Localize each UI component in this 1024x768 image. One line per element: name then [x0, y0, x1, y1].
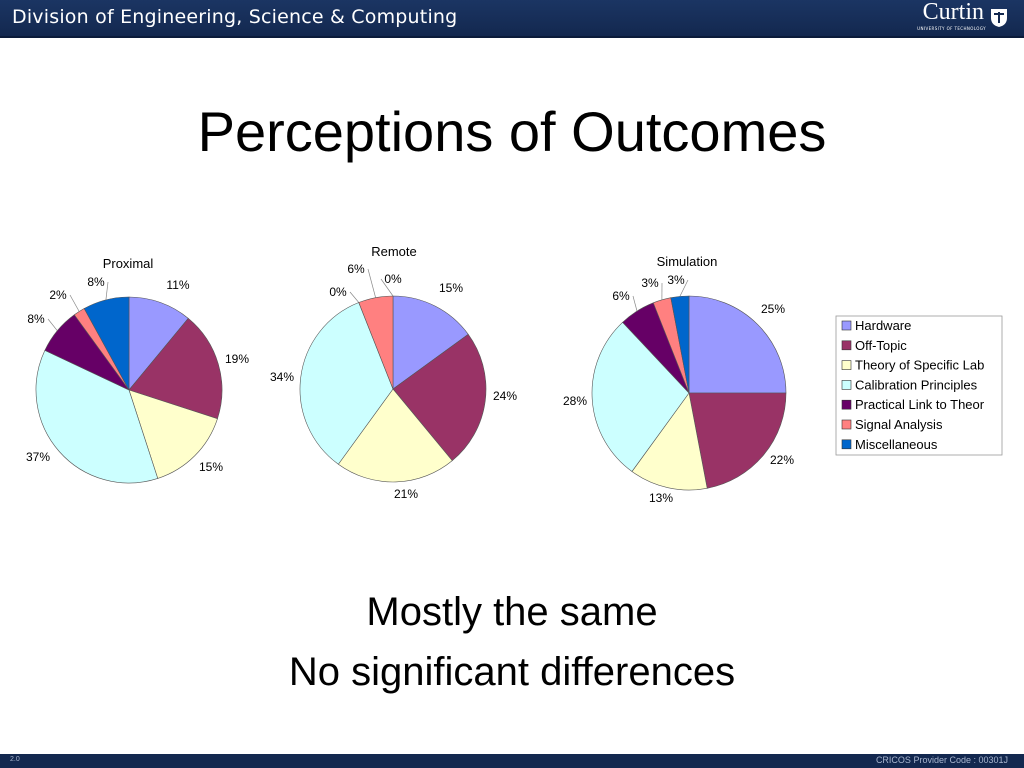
legend-entry: Hardware: [855, 318, 911, 333]
legend-entry: Theory of Specific Lab: [855, 358, 984, 373]
summary-line-2: No significant differences: [288, 650, 736, 694]
leader-line: [367, 268, 376, 298]
pie-label: 8%: [27, 312, 45, 326]
pie-label: 37%: [26, 450, 50, 464]
pie-slice-off-topic: [688, 392, 787, 489]
legend-entry: Practical Link to Theor: [855, 397, 985, 412]
curtin-logo: Curtin UNIVERSITY OF TECHNOLOGY: [890, 0, 1008, 33]
pie-slice-off-topic: [128, 317, 223, 420]
pie-chart-proximal: Proximal 11% 19% 15% 37% 8% 2% 8%: [26, 256, 249, 484]
pie-label: 0%: [384, 272, 402, 286]
legend-entry: Miscellaneous: [855, 437, 938, 452]
leader-line: [105, 281, 109, 300]
pie-slice-miscellaneous: [670, 295, 690, 394]
pie-label: 3%: [641, 276, 659, 290]
pie-label: 6%: [612, 289, 630, 303]
leader-line: [69, 294, 80, 312]
pie-label: 8%: [87, 275, 105, 289]
pie-slice-hardware: [688, 295, 787, 394]
pie-label: 3%: [667, 273, 685, 287]
legend-swatch: [841, 380, 852, 390]
pie-slice-calibration-principles: [591, 321, 690, 472]
legend-entry: Calibration Principles: [855, 377, 978, 392]
pie-label: 21%: [394, 487, 418, 501]
legend-entry: Signal Analysis: [855, 417, 943, 432]
legend-entry: Off-Topic: [855, 338, 907, 353]
legend-swatch: [841, 340, 852, 351]
pie-label: 28%: [563, 394, 587, 408]
division-title: Division of Engineering, Science & Compu…: [12, 6, 458, 28]
footer-version: 2.0: [10, 756, 20, 763]
pie-label: 15%: [439, 281, 463, 295]
footer-bar: 2.0 CRICOS Provider Code : 00301J: [0, 754, 1024, 768]
pie-charts: Proximal 11% 19% 15% 37% 8% 2% 8% Remote 15% 24% 21…: [26, 244, 1003, 505]
summary-line-1: Mostly the same: [366, 590, 658, 634]
pie-slice-theory-of-specific-lab: [128, 389, 218, 479]
pie-label: 11%: [166, 278, 189, 292]
pie-label: 19%: [225, 352, 249, 366]
pie-label: 0%: [329, 285, 347, 299]
logo-subtext: UNIVERSITY OF TECHNOLOGY: [917, 26, 986, 31]
leader-line: [47, 318, 58, 331]
leader-line: [632, 295, 638, 312]
legend-box: [835, 315, 1003, 456]
pie-slice-calibration-principles: [35, 350, 159, 484]
logo-wordmark: Curtin: [922, 0, 984, 25]
footer-cricos: CRICOS Provider Code : 00301J: [875, 755, 1008, 765]
legend-swatch: [841, 439, 852, 450]
pie-slice-theory-of-specific-lab: [337, 388, 453, 483]
pie-label: 2%: [49, 288, 67, 302]
chart-legend: Hardware Off-Topic Theory of Specific Lab C…: [835, 315, 1003, 456]
leader-line: [349, 291, 360, 303]
pie-label: 34%: [270, 370, 294, 384]
legend-swatch: [841, 360, 852, 370]
pie-slice-miscellaneous: [83, 296, 130, 391]
pie-slice-calibration-principles: [299, 302, 394, 465]
pie-title: Remote: [371, 244, 417, 259]
pie-label: 15%: [199, 460, 223, 474]
pie-slice-theory-of-specific-lab: [631, 392, 708, 491]
pie-chart-simulation: Simulation 25% 22% 13% 28% 6% 3% 3% Hardware Off-…: [563, 254, 1003, 505]
pie-label: 24%: [493, 389, 517, 403]
pie-label: 6%: [347, 262, 365, 276]
header-bar: Division of Engineering, Science & Compu…: [0, 0, 1024, 38]
leader-line: [380, 278, 394, 297]
pie-title: Simulation: [657, 254, 718, 269]
pie-slice-hardware: [392, 295, 469, 390]
pie-label: 13%: [649, 491, 673, 505]
pie-slice-off-topic: [392, 333, 487, 462]
pie-label: 22%: [770, 453, 794, 467]
slide-title: Perceptions of Outcomes: [197, 100, 827, 163]
pie-label: 25%: [761, 302, 785, 316]
pie-title: Proximal: [103, 256, 154, 271]
crest-icon: [991, 9, 1007, 27]
legend-swatch: [841, 419, 852, 430]
legend-swatch: [841, 320, 852, 331]
leader-line: [679, 279, 689, 297]
legend-swatch: [841, 399, 852, 410]
